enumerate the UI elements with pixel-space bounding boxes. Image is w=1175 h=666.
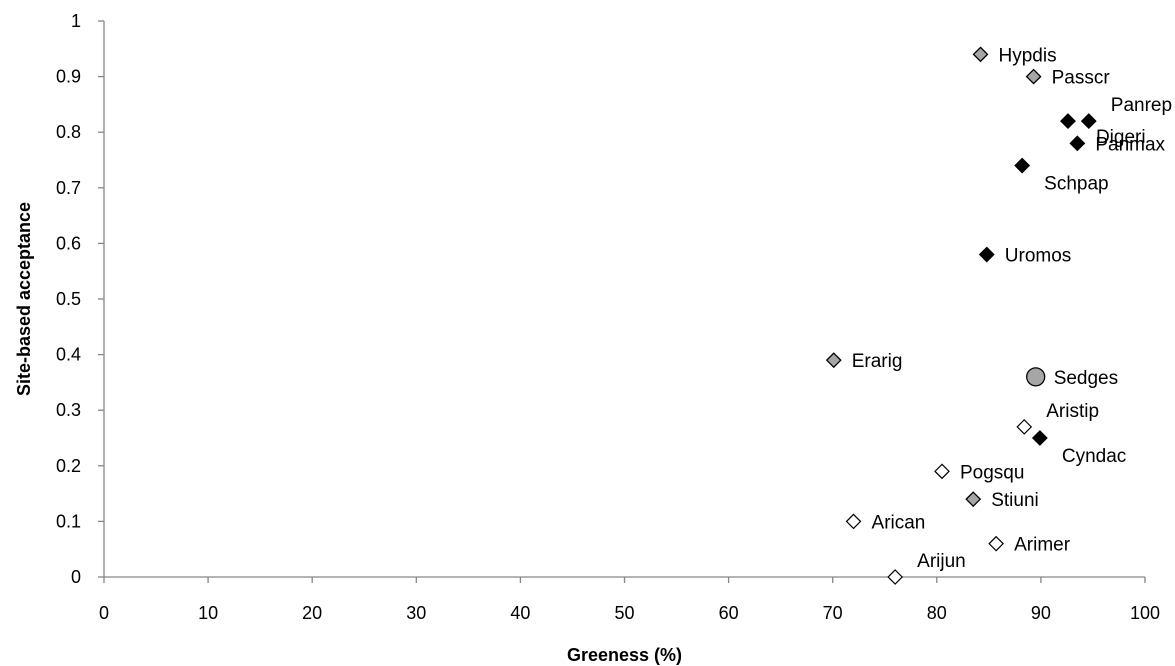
data-point-label: Schpap [1044,174,1108,195]
data-point-marker [1031,430,1048,446]
data-point-marker [1025,68,1042,85]
x-tick-label: 10 [198,603,218,623]
data-point-marker [965,491,982,508]
x-tick-label: 100 [1130,603,1160,623]
x-tick-label: 70 [823,603,843,623]
y-axis-title: Site-based acceptance [14,202,34,396]
data-point-marker [1016,419,1033,435]
data-point-marker [978,246,995,263]
x-tick-label: 40 [510,603,530,623]
data-point-label: Digeri [1096,127,1146,148]
y-tick-label: 0.1 [56,511,81,531]
y-tick-label: 0.9 [56,67,81,87]
data-point-marker [1014,157,1031,174]
x-tick-label: 0 [99,603,109,623]
y-tick-label: 0.7 [56,178,81,198]
data-point-label: Passcr [1052,68,1111,89]
x-tick-label: 20 [302,603,322,623]
data-point-label: Arican [872,512,926,533]
x-tick-label: 30 [406,603,426,623]
x-axis-title: Greeness (%) [567,645,682,665]
y-tick-label: 0.4 [56,345,81,365]
data-point-marker [887,569,904,585]
y-tick-label: 0.2 [56,456,81,476]
x-tick-label: 80 [927,603,947,623]
data-point-label: Pogsqu [960,462,1024,483]
data-point-label: Stiuni [991,490,1039,511]
y-tick-label: 0.3 [56,400,81,420]
y-tick-label: 1 [71,11,81,31]
tick-marks [98,20,1146,583]
data-point-marker [934,463,950,480]
data-point-marker [1069,135,1086,152]
data-point-marker [1060,113,1076,129]
x-tick-label: 50 [614,603,634,623]
axes [103,21,1145,578]
data-point-label: Panrep [1111,95,1172,116]
x-tick-labels: 0 10 20 30 40 50 60 70 80 90 100 [99,603,1160,623]
y-tick-label: 0.6 [56,233,81,253]
data-point-label: Hypdis [999,45,1057,66]
data-point-label: Sedges [1054,368,1118,389]
data-point-marker [825,352,842,369]
x-tick-label: 60 [719,603,739,623]
x-tick-label: 90 [1031,603,1051,623]
y-tick-label: 0.8 [56,122,81,142]
y-tick-label: 0 [71,567,81,587]
data-point-marker [845,513,862,530]
data-point-label: Aristip [1046,401,1099,422]
data-points [825,46,1097,585]
data-point-marker [1080,113,1097,129]
data-point-label: Arimer [1014,535,1071,556]
y-tick-labels: 0 0.1 0.2 0.3 0.4 0.5 0.6 0.7 0.8 0.9 1 [56,11,81,587]
data-point-label: Panmax [1095,134,1165,155]
data-point-label: Arijun [917,551,966,572]
data-point-label: Erarig [852,351,903,372]
data-point-label: Cyndac [1062,446,1126,467]
y-tick-label: 0.5 [56,289,81,309]
data-point-marker [972,46,989,63]
data-point-marker [988,535,1004,552]
data-point-marker [1026,367,1046,387]
data-point-label: Uromos [1005,246,1072,267]
